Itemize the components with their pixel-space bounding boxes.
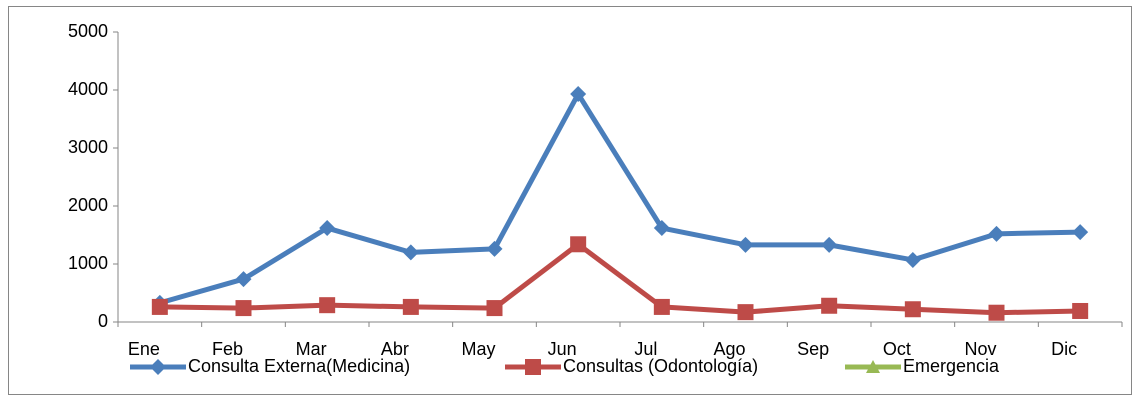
point [737, 236, 754, 253]
point [821, 236, 838, 253]
x-tick-label: Jun [548, 339, 577, 359]
point [1072, 224, 1089, 241]
point [570, 86, 587, 103]
legend-marker [866, 360, 880, 373]
point [737, 304, 754, 321]
point [653, 298, 670, 315]
y-tick-label: 1000 [68, 253, 108, 273]
point [1072, 302, 1089, 319]
y-tick-label: 2000 [68, 195, 108, 215]
x-tick-label: Ene [128, 339, 160, 359]
point [235, 300, 252, 317]
y-tick-label: 3000 [68, 137, 108, 157]
y-tick-label: 4000 [68, 79, 108, 99]
point [402, 244, 419, 261]
point [319, 297, 336, 314]
legend-label: Emergencia [903, 356, 1000, 376]
legend-label: Consultas (Odontología) [563, 356, 758, 376]
chart-frame [8, 6, 1132, 395]
point [653, 220, 670, 237]
x-tick-label: Feb [212, 339, 243, 359]
point [904, 301, 921, 318]
x-tick-label: Jul [634, 339, 657, 359]
series-line [159, 241, 1081, 316]
point [904, 251, 921, 268]
x-tick-label: May [461, 339, 495, 359]
x-tick-label: Sep [797, 339, 829, 359]
y-tick-label: 5000 [68, 21, 108, 41]
point [821, 297, 838, 314]
point [988, 225, 1005, 242]
x-tick-label: Mar [296, 339, 327, 359]
x-tick-label: Oct [883, 339, 911, 359]
x-tick-label: Dic [1051, 339, 1077, 359]
series-line [159, 91, 1081, 306]
point [235, 271, 252, 288]
point [486, 240, 503, 257]
legend-marker [525, 359, 541, 375]
x-tick-label: Abr [381, 339, 409, 359]
point [402, 298, 419, 315]
x-tick-label: Ago [713, 339, 745, 359]
y-tick-label: 0 [98, 311, 108, 331]
point [319, 220, 336, 237]
x-tick-label: Nov [964, 339, 996, 359]
legend-label: Consulta Externa(Medicina) [188, 356, 410, 376]
point [570, 236, 587, 253]
legend-marker [150, 359, 166, 375]
point [988, 304, 1005, 321]
point [151, 298, 168, 315]
point [486, 300, 503, 317]
